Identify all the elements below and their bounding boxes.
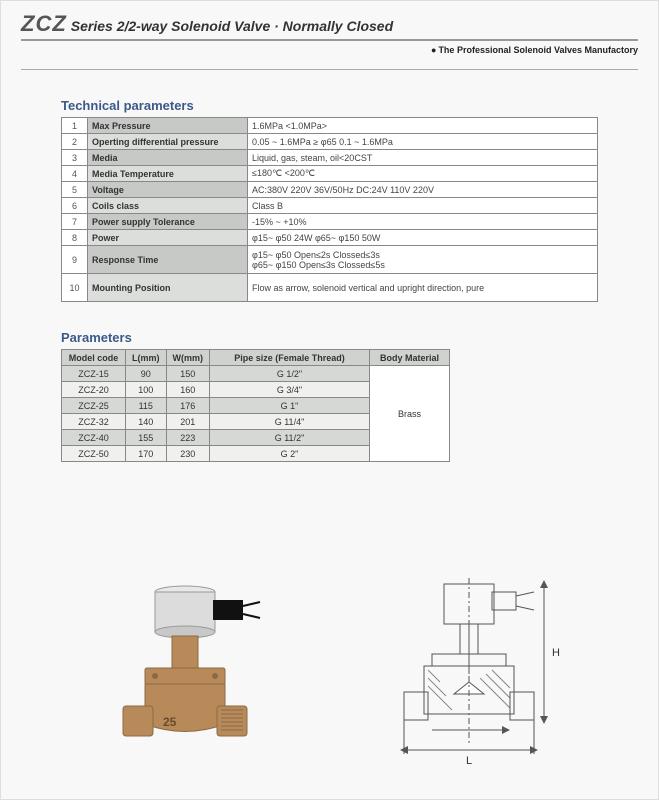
body-material-cell: Brass <box>370 366 450 462</box>
row-value: 0.05 ~ 1.6MPa ≥ φ65 0.1 ~ 1.6MPa <box>248 134 598 150</box>
row-label: Coils class <box>88 198 248 214</box>
row-label: Operting differential pressure <box>88 134 248 150</box>
valve-diagram-svg: H L <box>374 574 574 774</box>
row-label: Media Temperature <box>88 166 248 182</box>
row-label: Media <box>88 150 248 166</box>
table-cell: G 2" <box>210 446 370 462</box>
series-code: ZCZ <box>21 11 67 37</box>
table-cell: 230 <box>166 446 210 462</box>
table-row: 6Coils classClass B <box>62 198 598 214</box>
table-cell: G 1" <box>210 398 370 414</box>
table-cell: 170 <box>126 446 167 462</box>
figures-row: 25 <box>1 569 658 779</box>
row-value: ≤180℃ <200℃ <box>248 166 598 182</box>
row-value: Liquid, gas, steam, oil<20CST <box>248 150 598 166</box>
parameters-body: ZCZ-1590150G 1/2"BrassZCZ-20100160G 3/4"… <box>62 366 450 462</box>
parameters-header-row: Model codeL(mm)W(mm)Pipe size (Female Th… <box>62 350 450 366</box>
row-index: 7 <box>62 214 88 230</box>
row-index: 6 <box>62 198 88 214</box>
photo-port-label: 25 <box>163 715 177 729</box>
valve-photo: 25 <box>75 569 295 779</box>
table-cell: 155 <box>126 430 167 446</box>
row-index: 3 <box>62 150 88 166</box>
table-cell: G 11/2" <box>210 430 370 446</box>
table-row: ZCZ-1590150G 1/2"Brass <box>62 366 450 382</box>
table-cell: 223 <box>166 430 210 446</box>
column-header: L(mm) <box>126 350 167 366</box>
row-index: 8 <box>62 230 88 246</box>
column-header: W(mm) <box>166 350 210 366</box>
column-header: Pipe size (Female Thread) <box>210 350 370 366</box>
row-value: -15% ~ +10% <box>248 214 598 230</box>
row-index: 5 <box>62 182 88 198</box>
table-cell: G 1/2" <box>210 366 370 382</box>
row-index: 2 <box>62 134 88 150</box>
row-index: 1 <box>62 118 88 134</box>
parameters-section: Parameters Model codeL(mm)W(mm)Pipe size… <box>61 330 598 462</box>
table-cell: 90 <box>126 366 167 382</box>
row-label: Max Pressure <box>88 118 248 134</box>
table-cell: 115 <box>126 398 167 414</box>
table-cell: ZCZ-50 <box>62 446 126 462</box>
page-header: ZCZ Series 2/2-way Solenoid Valve · Norm… <box>1 1 658 61</box>
row-value: φ15~ φ50 Open≤2s Clossed≤3sφ65~ φ150 Ope… <box>248 246 598 274</box>
technical-parameters-table: 1Max Pressure1.6MPa <1.0MPa>2Operting di… <box>61 117 598 302</box>
row-value: Flow as arrow, solenoid vertical and upr… <box>248 274 598 302</box>
row-label: Voltage <box>88 182 248 198</box>
table-cell: 140 <box>126 414 167 430</box>
table-cell: 150 <box>166 366 210 382</box>
parameters-title: Parameters <box>61 330 598 345</box>
table-cell: 176 <box>166 398 210 414</box>
parameters-table: Model codeL(mm)W(mm)Pipe size (Female Th… <box>61 349 450 462</box>
row-index: 10 <box>62 274 88 302</box>
table-cell: 100 <box>126 382 167 398</box>
table-cell: ZCZ-25 <box>62 398 126 414</box>
row-label: Response Time <box>88 246 248 274</box>
row-index: 9 <box>62 246 88 274</box>
table-cell: 160 <box>166 382 210 398</box>
column-header: Body Material <box>370 350 450 366</box>
row-label: Power supply Tolerance <box>88 214 248 230</box>
row-value: Class B <box>248 198 598 214</box>
technical-parameters-body: 1Max Pressure1.6MPa <1.0MPa>2Operting di… <box>62 118 598 302</box>
row-index: 4 <box>62 166 88 182</box>
table-cell: ZCZ-32 <box>62 414 126 430</box>
row-label: Power <box>88 230 248 246</box>
table-row: 4Media Temperature≤180℃ <200℃ <box>62 166 598 182</box>
series-description: Series 2/2-way Solenoid Valve · Normally… <box>71 18 393 34</box>
table-cell: 201 <box>166 414 210 430</box>
table-cell: ZCZ-15 <box>62 366 126 382</box>
technical-parameters-title: Technical parameters <box>61 98 598 113</box>
row-label: Mounting Position <box>88 274 248 302</box>
table-row: 1Max Pressure1.6MPa <1.0MPa> <box>62 118 598 134</box>
table-row: 8Powerφ15~ φ50 24W φ65~ φ150 50W <box>62 230 598 246</box>
table-cell: G 11/4" <box>210 414 370 430</box>
column-header: Model code <box>62 350 126 366</box>
tagline: The Professional Solenoid Valves Manufac… <box>21 45 638 55</box>
technical-parameters-section: Technical parameters 1Max Pressure1.6MPa… <box>61 98 598 302</box>
table-row: 7Power supply Tolerance-15% ~ +10% <box>62 214 598 230</box>
table-row: 5VoltageAC:380V 220V 36V/50Hz DC:24V 110… <box>62 182 598 198</box>
valve-diagram: H L <box>364 569 584 779</box>
title-row: ZCZ Series 2/2-way Solenoid Valve · Norm… <box>21 11 638 37</box>
row-value: 1.6MPa <1.0MPa> <box>248 118 598 134</box>
diagram-label-h: H <box>552 647 560 659</box>
table-row: 9Response Timeφ15~ φ50 Open≤2s Clossed≤3… <box>62 246 598 274</box>
diagram-label-l: L <box>466 755 472 767</box>
row-value: AC:380V 220V 36V/50Hz DC:24V 110V 220V <box>248 182 598 198</box>
table-cell: ZCZ-40 <box>62 430 126 446</box>
table-cell: ZCZ-20 <box>62 382 126 398</box>
row-value: φ15~ φ50 24W φ65~ φ150 50W <box>248 230 598 246</box>
table-cell: G 3/4" <box>210 382 370 398</box>
thin-rule <box>21 69 638 70</box>
table-row: 2Operting differential pressure0.05 ~ 1.… <box>62 134 598 150</box>
header-rule <box>21 39 638 41</box>
valve-photo-svg: 25 <box>105 574 265 774</box>
table-row: 10Mounting PositionFlow as arrow, soleno… <box>62 274 598 302</box>
table-row: 3MediaLiquid, gas, steam, oil<20CST <box>62 150 598 166</box>
